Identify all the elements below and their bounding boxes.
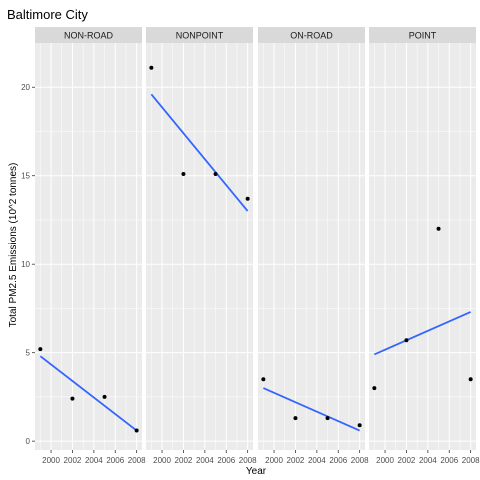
data-point — [372, 386, 377, 391]
facet-strip-label: NONPOINT — [176, 31, 224, 41]
y-tick-label: 10 — [21, 260, 30, 269]
data-point — [181, 171, 186, 176]
x-axis-title: Year — [246, 466, 267, 477]
x-tick-label: 2002 — [175, 456, 193, 465]
facet-strip-label: NON-ROAD — [64, 31, 113, 41]
x-tick-label: 2008 — [462, 456, 480, 465]
facet-strip — [369, 27, 476, 43]
x-tick-label: 2002 — [398, 456, 416, 465]
x-tick-label: 2002 — [64, 456, 82, 465]
facet-point: POINT 2000 2002 2004 2006 2008 — [369, 27, 480, 465]
y-axis-title: Total PM2.5 Emissions (10^2 tonnes) — [8, 163, 19, 328]
data-point — [70, 396, 75, 401]
x-tick-label: 2004 — [308, 456, 326, 465]
facet-strip — [258, 27, 365, 43]
data-point — [245, 196, 250, 201]
x-tick-label: 2008 — [351, 456, 369, 465]
y-tick-label: 15 — [21, 172, 30, 181]
trend-line — [150, 93, 249, 212]
panel-background — [258, 43, 365, 450]
data-point — [213, 171, 218, 176]
data-point — [357, 423, 362, 428]
facet-strip — [146, 27, 253, 43]
x-tick-label: 2006 — [217, 456, 235, 465]
panel-background — [369, 43, 476, 450]
x-tick-label: 2000 — [376, 456, 394, 465]
facet-nonpoint: NONPOINT 2000 2002 2004 2006 2008 — [146, 27, 257, 465]
x-tick-label: 2004 — [196, 456, 214, 465]
data-point — [149, 65, 154, 70]
y-tick-label: 20 — [21, 83, 30, 92]
data-point — [293, 416, 298, 421]
facet-strip-label: ON-ROAD — [290, 31, 333, 41]
x-tick-label: 2000 — [42, 456, 60, 465]
facet-non-road: NON-ROAD 2000 2002 2004 2006 2008 — [35, 27, 146, 465]
y-axis: 0 5 10 15 20 — [21, 83, 35, 446]
data-point — [468, 377, 473, 382]
y-tick-label: 0 — [26, 437, 31, 446]
x-tick-label: 2004 — [85, 456, 103, 465]
chart-title: Baltimore City — [7, 7, 88, 22]
x-tick-label: 2008 — [128, 456, 146, 465]
x-tick-label: 2000 — [265, 456, 283, 465]
x-tick-label: 2008 — [239, 456, 257, 465]
facet-strip-label: POINT — [409, 31, 437, 41]
y-tick-label: 5 — [26, 349, 31, 358]
panel-background — [35, 43, 142, 450]
x-tick-label: 2006 — [106, 456, 124, 465]
trend-line — [262, 387, 361, 432]
data-point — [404, 338, 409, 343]
facet-strip — [35, 27, 142, 43]
data-point — [102, 394, 107, 399]
x-tick-label: 2004 — [419, 456, 437, 465]
data-point — [325, 416, 330, 421]
data-point — [436, 226, 441, 231]
facet-on-road: ON-ROAD 2000 2002 2004 2006 2008 — [258, 27, 369, 465]
data-point — [134, 428, 139, 433]
data-point — [38, 347, 43, 352]
x-tick-label: 2006 — [329, 456, 347, 465]
x-tick-label: 2006 — [440, 456, 458, 465]
trend-line — [373, 311, 472, 356]
x-tick-label: 2000 — [153, 456, 171, 465]
trend-line — [39, 355, 138, 432]
data-point — [261, 377, 266, 382]
x-tick-label: 2002 — [287, 456, 305, 465]
